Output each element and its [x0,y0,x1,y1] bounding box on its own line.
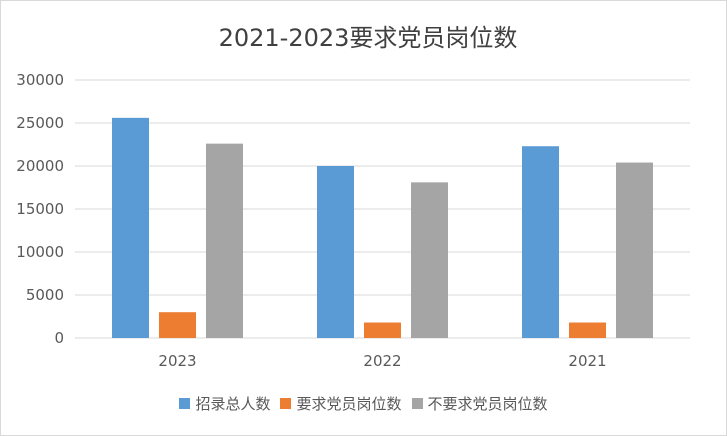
legend-label: 招录总人数 [195,395,271,413]
bar-2021-series-2 [616,162,653,338]
legend: 招录总人数 要求党员岗位数 不要求党员岗位数 [0,393,727,414]
bar-2022-series-2 [411,182,448,338]
legend-item: 不要求党员岗位数 [411,393,548,414]
grid-lines [75,79,690,339]
bar-2022-series-0 [317,166,354,338]
x-axis-tick-labels: 2023 2022 2021 [158,352,606,370]
y-tick-label: 25000 [16,114,64,132]
chart-title: 2021-2023要求党员岗位数 [219,24,518,52]
legend-label: 不要求党员岗位数 [427,395,548,413]
legend-swatch [411,398,423,409]
legend-label: 要求党员岗位数 [296,395,402,413]
bar-2023-series-1 [159,312,196,338]
y-tick-label: 10000 [16,243,64,261]
y-tick-label: 5000 [26,286,64,304]
legend-item: 要求党员岗位数 [280,393,402,414]
legend-item: 招录总人数 [179,393,270,414]
y-tick-label: 30000 [16,71,64,89]
x-tick-label: 2021 [568,352,606,370]
y-tick-label: 20000 [16,157,64,175]
bar-2023-series-2 [206,143,243,338]
bar-2022-series-1 [364,322,401,338]
bar-2023-series-0 [112,117,149,338]
bars [112,117,653,338]
y-axis-tick-labels: 0 5000 10000 15000 20000 25000 30000 [16,71,64,347]
x-tick-label: 2022 [363,352,401,370]
y-tick-label: 0 [54,329,64,347]
bar-2021-series-0 [522,146,559,338]
y-tick-label: 15000 [16,200,64,218]
x-tick-label: 2023 [158,352,196,370]
bar-2021-series-1 [569,322,606,338]
legend-swatch [280,398,292,409]
legend-swatch [179,398,191,409]
